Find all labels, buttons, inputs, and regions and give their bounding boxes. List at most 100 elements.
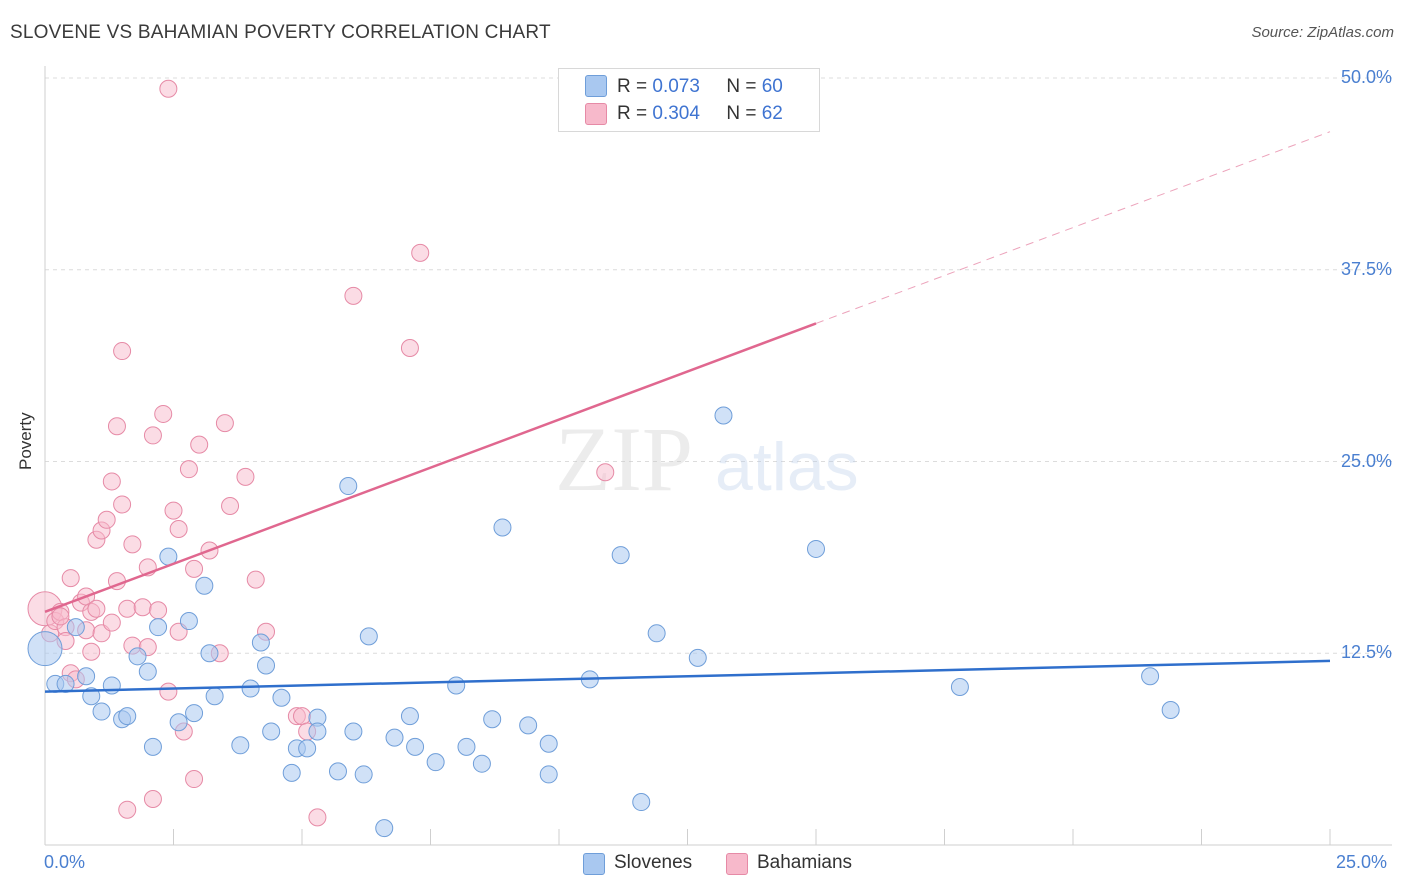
- slovenes-point: [375, 819, 394, 838]
- bahamians-point: [102, 613, 121, 632]
- bahamians-point: [169, 519, 188, 538]
- slovenes-point: [66, 618, 85, 637]
- slovenes-point: [1141, 667, 1160, 686]
- bahamians-point: [118, 800, 137, 819]
- bahamians-point: [293, 707, 311, 726]
- bahamians-point: [51, 607, 70, 626]
- bahamians-point: [107, 417, 126, 436]
- bahamians-point: [143, 426, 162, 445]
- bahamians-point: [596, 463, 615, 482]
- slovenes-point: [102, 676, 121, 695]
- slovenes-point: [385, 728, 404, 747]
- bahamians-point: [61, 569, 80, 588]
- slovenes-point: [457, 737, 476, 756]
- slovenes-point: [400, 707, 419, 726]
- slovenes-point: [519, 716, 538, 735]
- bahamians-r-label: R =: [617, 103, 648, 124]
- slovenes-point: [169, 713, 188, 732]
- chart-source: Source: ZipAtlas.com: [1251, 24, 1394, 41]
- bahamians-point: [102, 472, 121, 491]
- slovenes-point: [950, 677, 969, 696]
- bahamians-point: [400, 338, 419, 357]
- slovenes-point: [92, 702, 111, 721]
- bahamians-trend-extension: [815, 131, 1331, 324]
- slovenes-n-label: N =: [726, 76, 757, 97]
- bahamians-point: [118, 599, 137, 618]
- slovenes-point: [539, 765, 558, 784]
- slovenes-point: [406, 737, 425, 756]
- slovenes-point: [149, 618, 168, 637]
- slovenes-bottom-swatch: [583, 853, 605, 875]
- bahamians-point: [113, 342, 132, 361]
- slovenes-point: [262, 722, 281, 741]
- slovenes-swatch: [585, 75, 607, 97]
- zipatlas-watermark: ZIP atlas: [555, 408, 859, 510]
- bahamians-r-value: 0.304: [652, 103, 700, 124]
- slovenes-legend-row: R = 0.073 N = 60: [617, 76, 783, 98]
- bahamians-point: [97, 510, 116, 529]
- bahamians-point: [246, 570, 265, 589]
- slovenes-point: [647, 624, 666, 643]
- bahamians-point: [154, 404, 173, 423]
- slovenes-point: [195, 576, 214, 595]
- x-tick-label-min: 0.0%: [44, 852, 86, 872]
- slovenes-point: [231, 736, 250, 755]
- slovenes-point: [328, 762, 347, 781]
- bahamians-points: [27, 79, 615, 827]
- slovenes-point: [426, 753, 445, 772]
- slovenes-r-value: 0.073: [652, 76, 700, 97]
- slovenes-point: [251, 633, 270, 652]
- slovenes-point: [143, 737, 162, 756]
- slovenes-point: [282, 763, 301, 782]
- slovenes-r-label: R =: [617, 76, 648, 97]
- slovenes-point: [257, 656, 276, 675]
- slovenes-point: [539, 734, 558, 753]
- slovenes-point: [359, 627, 378, 646]
- slovenes-point: [688, 648, 707, 667]
- slovenes-point: [447, 676, 466, 695]
- bahamians-legend-row: R = 0.304 N = 62: [617, 103, 783, 125]
- bahamians-trend-line: [44, 322, 817, 614]
- svg-text:atlas: atlas: [715, 429, 859, 505]
- bahamians-point: [133, 598, 152, 617]
- slovenes-point: [179, 612, 198, 631]
- slovenes-point: [138, 662, 157, 681]
- y-tick-label: 12.5%: [1340, 642, 1392, 663]
- bahamians-point: [164, 501, 183, 520]
- bahamians-point: [87, 599, 106, 618]
- slovenes-bottom-label: Slovenes: [614, 852, 693, 873]
- slovenes-n-value: 60: [761, 76, 783, 97]
- bahamians-point: [411, 243, 430, 262]
- slovenes-point: [611, 546, 630, 565]
- slovenes-point: [27, 631, 63, 667]
- bahamians-point: [159, 682, 178, 701]
- bahamians-point: [308, 808, 327, 827]
- slovenes-point: [1161, 701, 1180, 720]
- slovenes-point: [308, 722, 327, 741]
- bahamians-point: [113, 495, 132, 514]
- bahamians-bottom-label: Bahamians: [757, 852, 853, 873]
- slovenes-point: [472, 754, 491, 773]
- y-tick-label: 37.5%: [1340, 258, 1392, 279]
- slovenes-point: [493, 518, 512, 537]
- slovenes-point: [298, 739, 317, 758]
- x-tick-label-max: 25.0%: [1336, 852, 1388, 872]
- axes: [44, 66, 1392, 846]
- bahamians-bottom-swatch: [726, 853, 748, 875]
- correlation-legend: R = 0.073 N = 60 R = 0.304 N = 62: [558, 68, 820, 132]
- bahamians-point: [185, 770, 204, 789]
- bahamians-point: [221, 496, 240, 515]
- bahamians-point: [82, 642, 101, 661]
- svg-text:ZIP: ZIP: [555, 408, 693, 510]
- slovenes-point: [483, 710, 502, 729]
- slovenes-point: [200, 644, 219, 663]
- bahamians-n-label: N =: [726, 103, 757, 124]
- y-tick-label: 50.0%: [1340, 67, 1392, 87]
- bahamians-point: [149, 601, 168, 620]
- slovenes-points: [27, 406, 1180, 838]
- slovenes-point: [807, 539, 825, 558]
- bahamians-swatch: [585, 103, 607, 125]
- bahamians-point: [143, 789, 162, 808]
- bahamians-point: [215, 414, 234, 433]
